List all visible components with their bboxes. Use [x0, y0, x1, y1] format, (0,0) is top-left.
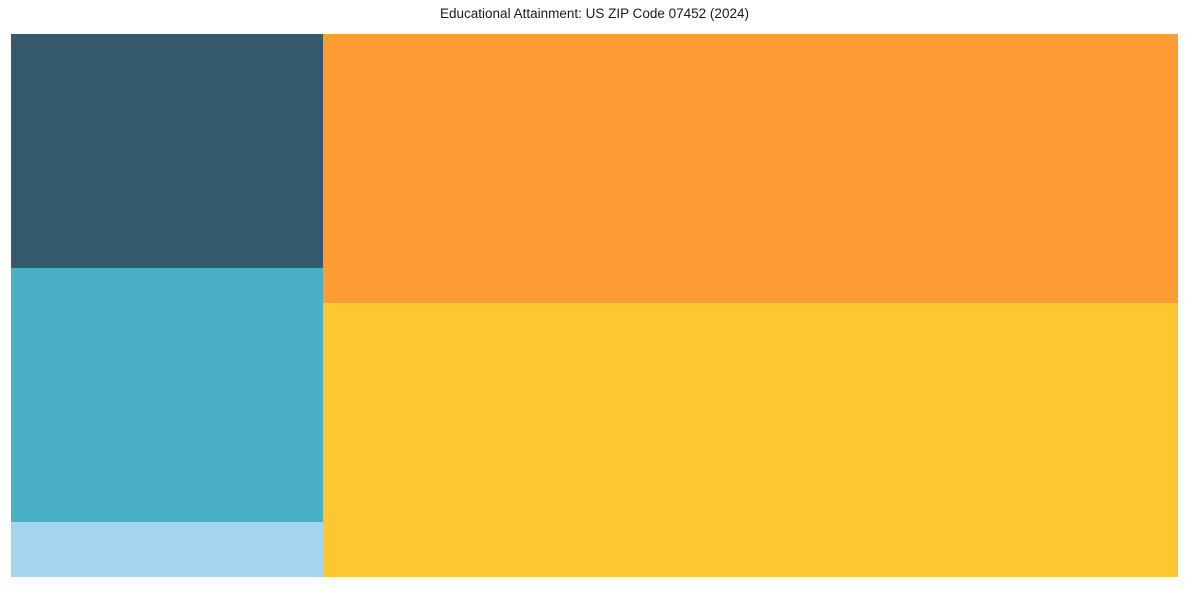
- treemap-tile-bachelors-degree[interactable]: Bachelor's Degree: [323, 34, 1178, 303]
- treemap-tile-graduate-or-professional-degree[interactable]: Graduate or Professional Degree: [323, 303, 1178, 577]
- chart-title: Educational Attainment: US ZIP Code 0745…: [440, 6, 749, 21]
- treemap-tile-less-than-high-school[interactable]: Less than High School: [11, 522, 323, 577]
- treemap-tile-high-school-graduate[interactable]: High School Graduate: [11, 34, 323, 268]
- treemap-plot-area: High School Graduate Some College or Ass…: [11, 34, 1178, 577]
- treemap-tile-some-college-or-associates-degree[interactable]: Some College or Associate's Degree: [11, 268, 323, 522]
